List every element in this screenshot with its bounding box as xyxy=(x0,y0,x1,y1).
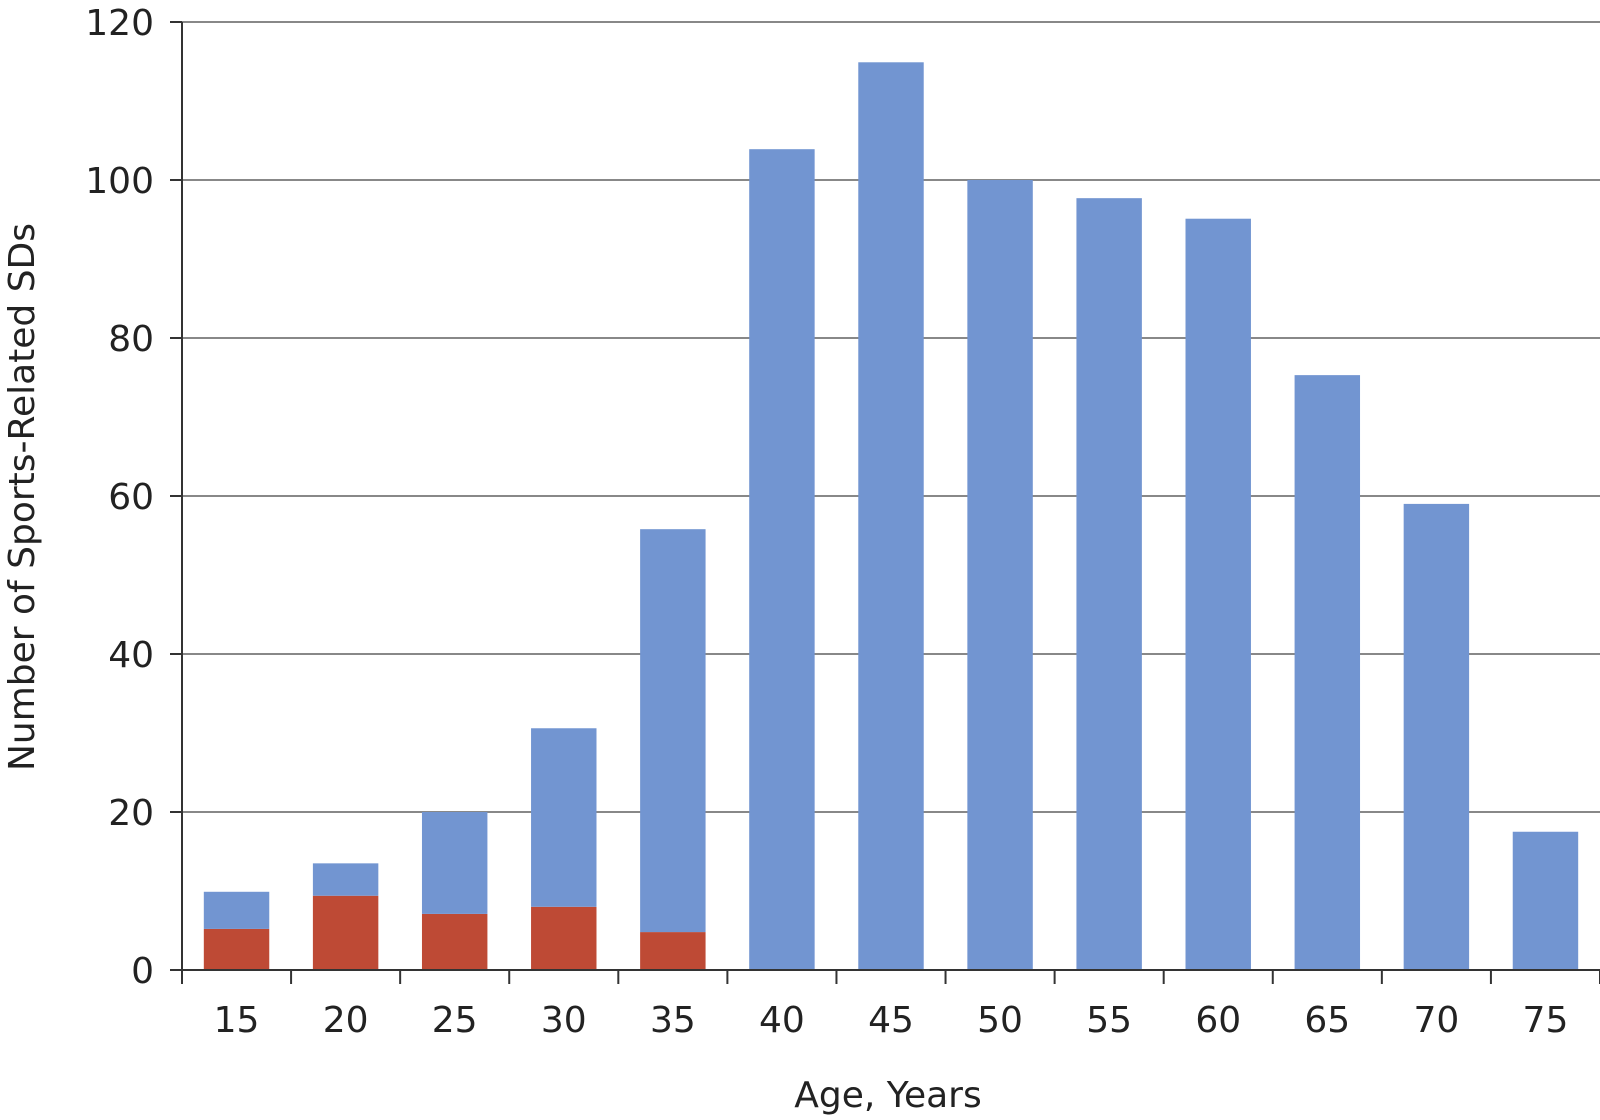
x-axis-title: Age, Years xyxy=(794,1075,982,1116)
y-tick-label-80: 80 xyxy=(108,319,154,360)
y-tick-label-0: 0 xyxy=(131,951,154,992)
bar-35-series-2 xyxy=(640,529,706,933)
x-tick-label-20: 20 xyxy=(323,1000,369,1041)
x-tick-label-45: 45 xyxy=(868,1000,914,1041)
y-axis-title: Number of Sports-Related SDs xyxy=(2,223,43,771)
y-tick-label-120: 120 xyxy=(85,3,154,44)
bar-50-series-2 xyxy=(967,180,1033,970)
bar-75-series-2 xyxy=(1512,831,1579,970)
bar-15-series-2 xyxy=(203,891,270,929)
axes xyxy=(170,21,1600,984)
y-tick-label-60: 60 xyxy=(108,477,154,518)
bar-65-series-2 xyxy=(1294,375,1361,970)
bar-55-series-2 xyxy=(1076,198,1142,971)
bar-60-series-2 xyxy=(1185,218,1251,970)
bar-15-series-1 xyxy=(203,928,270,970)
x-tick-label-55: 55 xyxy=(1086,1000,1132,1041)
x-tick-label-50: 50 xyxy=(977,1000,1023,1041)
x-tick-label-70: 70 xyxy=(1413,1000,1459,1041)
bar-45-series-2 xyxy=(858,62,924,971)
x-tick-label-65: 65 xyxy=(1304,1000,1350,1041)
bar-30-series-1 xyxy=(531,906,597,970)
x-tick-label-75: 75 xyxy=(1523,1000,1569,1041)
x-tick-label-35: 35 xyxy=(650,1000,696,1041)
bar-20-series-1 xyxy=(312,895,379,970)
bars xyxy=(203,62,1579,971)
bar-70-series-2 xyxy=(1403,503,1470,970)
x-tick-label-60: 60 xyxy=(1195,1000,1241,1041)
bar-20-series-2 xyxy=(312,863,379,896)
x-tick-label-25: 25 xyxy=(432,1000,478,1041)
x-tick-label-40: 40 xyxy=(759,1000,805,1041)
y-tick-label-40: 40 xyxy=(108,635,154,676)
x-tick-label-30: 30 xyxy=(541,1000,587,1041)
bar-25-series-1 xyxy=(421,913,488,970)
bar-40-series-2 xyxy=(749,149,815,970)
bar-30-series-2 xyxy=(531,728,597,907)
bar-25-series-2 xyxy=(421,812,488,914)
bar-35-series-1 xyxy=(640,932,706,970)
tick-labels: 0 20 40 60 80 100 120 15 20 25 30 35 40 45 50 55 60 65 70 7… xyxy=(85,3,1568,1041)
y-tick-label-100: 100 xyxy=(85,161,154,202)
x-tick-label-15: 15 xyxy=(214,1000,260,1041)
y-tick-label-20: 20 xyxy=(108,793,154,834)
